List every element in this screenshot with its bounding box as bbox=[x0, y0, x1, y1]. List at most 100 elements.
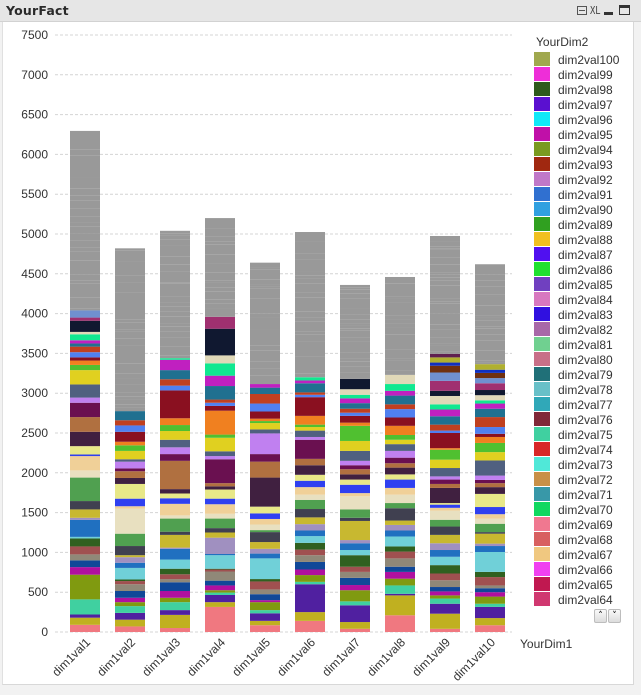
bar-segment-dim2val73[interactable] bbox=[70, 251, 100, 261]
legend-item[interactable]: dim2val79 bbox=[534, 367, 613, 382]
bar-segment-dim2val76[interactable] bbox=[385, 327, 415, 335]
bar-segment-dim2val29[interactable] bbox=[385, 417, 415, 426]
legend-item[interactable]: dim2val90 bbox=[534, 202, 613, 217]
bar-segment-dim2val76[interactable] bbox=[70, 240, 100, 248]
bar-segment-dim2val69[interactable] bbox=[205, 299, 235, 304]
bar-segment-dim2val18[interactable] bbox=[475, 514, 505, 519]
bar-segment-dim2val70[interactable] bbox=[115, 396, 145, 400]
bar-segment-dim2val21[interactable] bbox=[250, 477, 280, 507]
bar-segment-dim2val5[interactable] bbox=[205, 590, 235, 593]
bar-segment-dim2val34[interactable] bbox=[385, 384, 415, 391]
bar-segment-dim2val25[interactable] bbox=[160, 439, 190, 448]
bar-segment-dim2val24[interactable] bbox=[250, 433, 280, 455]
bar-segment-dim2val30[interactable] bbox=[250, 403, 280, 412]
bar-segment-dim2val70[interactable] bbox=[295, 341, 325, 357]
bar-segment-dim2val4[interactable] bbox=[70, 599, 100, 615]
legend-item[interactable]: dim2val77 bbox=[534, 397, 613, 412]
bar-segment-dim2val71[interactable] bbox=[70, 274, 100, 281]
bar-segment-dim2val2[interactable] bbox=[430, 613, 460, 629]
bar-segment-dim2val78[interactable] bbox=[70, 226, 100, 234]
bar-segment-dim2val15[interactable] bbox=[340, 517, 370, 521]
legend-item[interactable]: dim2val66 bbox=[534, 562, 613, 577]
bar-segment-dim2val8[interactable] bbox=[205, 571, 235, 581]
bar-segment-dim2val7[interactable] bbox=[340, 577, 370, 586]
bar-segment-dim2val12[interactable] bbox=[205, 553, 235, 556]
bar-segment-dim2val37[interactable] bbox=[70, 317, 100, 321]
bar-segment-dim2val6[interactable] bbox=[160, 591, 190, 598]
bar-segment-dim2val30[interactable] bbox=[160, 385, 190, 391]
bar-segment-dim2val26[interactable] bbox=[115, 450, 145, 460]
bar-stack-dim1val4[interactable] bbox=[205, 218, 235, 632]
bar-segment-dim2val81[interactable] bbox=[70, 216, 100, 223]
bar-segment-dim2val19[interactable] bbox=[250, 513, 280, 519]
bar-segment-dim2val42[interactable] bbox=[430, 353, 460, 358]
legend-item[interactable]: dim2val84 bbox=[534, 292, 613, 307]
bar-segment-dim2val6[interactable] bbox=[430, 591, 460, 596]
bar-segment-dim2val11[interactable] bbox=[475, 552, 505, 572]
bar-segment-dim2val33[interactable] bbox=[385, 390, 415, 396]
bar-segment-dim2val19[interactable] bbox=[160, 498, 190, 504]
bar-segment-dim2val79[interactable] bbox=[160, 306, 190, 312]
bar-segment-dim2val31[interactable] bbox=[160, 379, 190, 386]
bar-segment-dim2val31[interactable] bbox=[430, 424, 460, 431]
bar-segment-dim2val26[interactable] bbox=[70, 370, 100, 385]
bar-segment-dim2val91[interactable] bbox=[70, 195, 100, 201]
bar-segment-dim2val14[interactable] bbox=[340, 520, 370, 541]
bar-segment-dim2val70[interactable] bbox=[385, 349, 415, 359]
bar-segment-dim2val10[interactable] bbox=[430, 565, 460, 574]
legend-scroll-down-button[interactable]: ˅ bbox=[608, 609, 621, 623]
bar-segment-dim2val12[interactable] bbox=[385, 530, 415, 537]
bar-segment-dim2val65[interactable] bbox=[385, 360, 415, 371]
bar-segment-dim2val93[interactable] bbox=[295, 259, 325, 272]
bar-segment-dim2val9[interactable] bbox=[205, 569, 235, 572]
bar-segment-dim2val34[interactable] bbox=[475, 400, 505, 404]
bar-segment-dim2val17[interactable] bbox=[70, 470, 100, 478]
bar-segment-dim2val84[interactable] bbox=[430, 280, 460, 286]
bar-segment-dim2val27[interactable] bbox=[385, 434, 415, 440]
bar-segment-dim2val19[interactable] bbox=[430, 504, 460, 508]
bar-segment-dim2val10[interactable] bbox=[340, 555, 370, 567]
bar-segment-dim2val73[interactable] bbox=[250, 329, 280, 346]
bar-segment-dim2val33[interactable] bbox=[205, 375, 235, 387]
bar-segment-dim2val9[interactable] bbox=[70, 546, 100, 555]
bar-segment-dim2val18[interactable] bbox=[205, 504, 235, 514]
bar-segment-dim2val39[interactable] bbox=[475, 372, 505, 379]
bar-segment-dim2val32[interactable] bbox=[430, 416, 460, 425]
bar-segment-dim2val2[interactable] bbox=[70, 617, 100, 625]
bar-segment-dim2val24[interactable] bbox=[115, 461, 145, 469]
bar-segment-dim2val25[interactable] bbox=[475, 460, 505, 476]
bar-segment-dim2val26[interactable] bbox=[160, 431, 190, 440]
bar-segment-dim2val99[interactable] bbox=[475, 274, 505, 281]
bar-segment-dim2val22[interactable] bbox=[205, 483, 235, 487]
bar-segment-dim2val81[interactable] bbox=[475, 326, 505, 329]
bar-segment-dim2val33[interactable] bbox=[295, 380, 325, 384]
bar-segment-dim2val9[interactable] bbox=[250, 581, 280, 590]
bar-segment-dim2val13[interactable] bbox=[340, 540, 370, 544]
bar-segment-dim2val25[interactable] bbox=[340, 450, 370, 461]
bar-segment-dim2val13[interactable] bbox=[250, 548, 280, 554]
bar-segment-dim2val84[interactable] bbox=[295, 292, 325, 298]
bar-segment-dim2val13[interactable] bbox=[295, 524, 325, 531]
bar-segment-dim2val40[interactable] bbox=[475, 369, 505, 373]
bar-segment-dim2val64[interactable] bbox=[205, 308, 235, 317]
bar-segment-dim2val14[interactable] bbox=[295, 517, 325, 525]
bar-segment-dim2val12[interactable] bbox=[70, 519, 100, 537]
bar-segment-dim2val17[interactable] bbox=[205, 513, 235, 519]
bar-segment-dim2val65[interactable] bbox=[430, 351, 460, 354]
bar-segment-dim2val69[interactable] bbox=[475, 360, 505, 363]
bar-segment-dim2val14[interactable] bbox=[70, 509, 100, 518]
bar-segment-dim2val15[interactable] bbox=[115, 546, 145, 556]
bar-segment-dim2val89[interactable] bbox=[340, 298, 370, 309]
bar-segment-dim2val22[interactable] bbox=[430, 483, 460, 488]
bar-segment-dim2val4[interactable] bbox=[295, 581, 325, 585]
bar-segment-dim2val6[interactable] bbox=[205, 585, 235, 591]
bar-segment-dim2val16[interactable] bbox=[430, 519, 460, 527]
legend-scroll-up-button[interactable]: ˄ bbox=[594, 609, 607, 623]
bar-segment-dim2val29[interactable] bbox=[340, 415, 370, 423]
bar-segment-dim2val34[interactable] bbox=[340, 394, 370, 399]
bar-segment-dim2val87[interactable] bbox=[115, 319, 145, 323]
bar-segment-dim2val10[interactable] bbox=[115, 579, 145, 582]
bar-segment-dim2val17[interactable] bbox=[475, 518, 505, 524]
bar-segment-dim2val20[interactable] bbox=[385, 474, 415, 480]
bar-segment-dim2val98[interactable] bbox=[385, 276, 415, 284]
